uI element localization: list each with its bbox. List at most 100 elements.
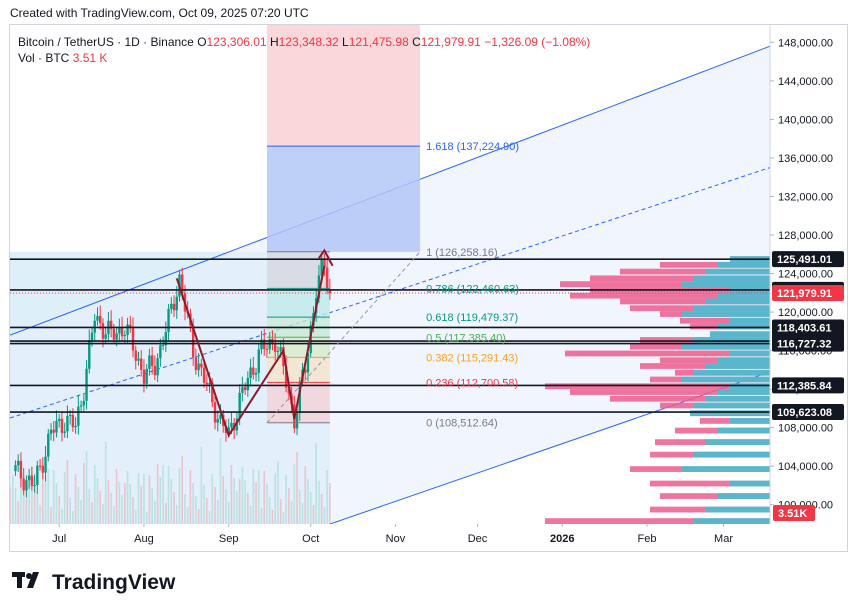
candle-up: [82, 400, 86, 406]
volume-bar: [167, 466, 170, 524]
volume-bar: [293, 464, 296, 524]
volume-bar: [296, 452, 298, 524]
volume-profile-bar: [570, 389, 770, 395]
candle-down: [325, 267, 329, 290]
candle-down: [284, 366, 288, 388]
candle-up: [145, 368, 148, 384]
candle-down: [30, 475, 34, 486]
volume-bar: [175, 505, 178, 524]
candle-up: [208, 382, 211, 385]
volume-bar: [22, 477, 25, 524]
y-tick-label: 104,000.00: [778, 461, 833, 473]
y-tick-label: 108,000.00: [778, 423, 833, 435]
x-tick-label: Dec: [468, 533, 488, 545]
volume-bar: [96, 478, 99, 524]
volume-legend: Vol · BTC 3.51 K: [18, 51, 107, 65]
volume-bar: [288, 488, 290, 524]
pattern-line: [175, 265, 326, 438]
volume-bar: [195, 496, 197, 524]
volume-profile-bar-up: [694, 305, 770, 312]
volume-bar: [20, 464, 22, 524]
y-tick-label: 148,000.00: [778, 37, 833, 49]
volume-bar: [154, 501, 156, 524]
volume-bar: [266, 484, 268, 524]
volume-bar: [58, 496, 61, 524]
close-label: C: [412, 35, 421, 49]
volume-bar: [10, 487, 11, 524]
volume-bar: [85, 451, 88, 524]
volume-bar: [186, 507, 189, 524]
plot-area: 1.618 (137,224.90) 1 (126,258.16) 0.786 (1…: [10, 25, 770, 524]
candle-down: [134, 350, 137, 361]
volume-bar: [143, 474, 145, 524]
fib-trend-line: [266, 251, 421, 424]
volume-bar: [28, 478, 30, 524]
volume-bar: [216, 500, 219, 524]
volume-bar: [263, 471, 266, 524]
volume-badge: [773, 505, 815, 521]
volume-profile-bar-up: [730, 350, 770, 357]
price-level-badge: [772, 319, 844, 336]
volume-bar: [159, 477, 162, 524]
candle-down: [112, 328, 116, 340]
volume-profile-bar-up: [718, 427, 770, 434]
candle-down: [109, 320, 113, 329]
candle-down: [205, 382, 209, 385]
volume-bar: [301, 503, 304, 524]
high-value: 123,348.32: [278, 35, 339, 49]
price-level-badge: [772, 377, 844, 394]
volume-bar: [222, 476, 225, 524]
candle-down: [140, 358, 143, 370]
fib-zone-ext: [266, 146, 421, 252]
volume-bar: [151, 488, 153, 524]
volume-bar: [31, 466, 33, 524]
candle-up: [88, 340, 91, 369]
candle-down: [265, 349, 269, 351]
pattern-peak-line: [318, 248, 334, 267]
candle-down: [243, 387, 247, 391]
candle-up: [241, 387, 244, 393]
volume-bar: [238, 479, 241, 524]
volume-bar: [309, 492, 312, 524]
x-tick-label: Jul: [52, 533, 66, 545]
volume-bar: [255, 482, 257, 524]
volume-bar: [298, 490, 301, 524]
candle-up: [170, 303, 173, 309]
candle-up: [79, 405, 83, 407]
candle-up: [156, 358, 159, 376]
tradingview-logo[interactable]: TradingView: [12, 570, 175, 596]
price-level-badge: [772, 404, 844, 421]
candle-up: [298, 381, 301, 413]
volume-bar: [279, 499, 282, 524]
volume-bar: [329, 483, 331, 524]
candle-down: [129, 324, 132, 328]
channel-lower-line: [328, 371, 770, 524]
y-tick-label: 124,000.00: [778, 269, 833, 281]
chart-caption: Created with TradingView.com, Oct 09, 20…: [10, 6, 309, 20]
volume-bar: [42, 468, 44, 524]
volume-profile-bar-up: [718, 493, 770, 499]
candle-up: [257, 349, 260, 373]
y-tick-label: 132,000.00: [778, 191, 833, 203]
candle-up: [238, 392, 241, 419]
candle-up: [227, 427, 230, 434]
candle-up: [279, 347, 282, 352]
volume-profile-bar-up: [690, 410, 770, 417]
candle-up: [249, 367, 252, 378]
candle-up: [55, 420, 58, 433]
volume-bar: [285, 475, 287, 524]
volume-profile-bar-up: [706, 439, 770, 445]
x-tick-label: Mar: [714, 533, 733, 545]
candle-up: [254, 372, 258, 375]
volume-profile-bar: [545, 383, 770, 390]
symbol-name[interactable]: Bitcoin / TetherUS · 1D · Binance: [18, 35, 194, 49]
candle-up: [104, 334, 107, 339]
candle-up: [96, 315, 99, 321]
candle-up: [47, 433, 50, 457]
volume-profile-bar: [640, 363, 770, 369]
y-tick-label: 128,000.00: [778, 230, 833, 242]
volume-profile-bar-up: [694, 275, 770, 282]
volume-bar: [211, 474, 214, 524]
volume-bar: [162, 465, 164, 524]
